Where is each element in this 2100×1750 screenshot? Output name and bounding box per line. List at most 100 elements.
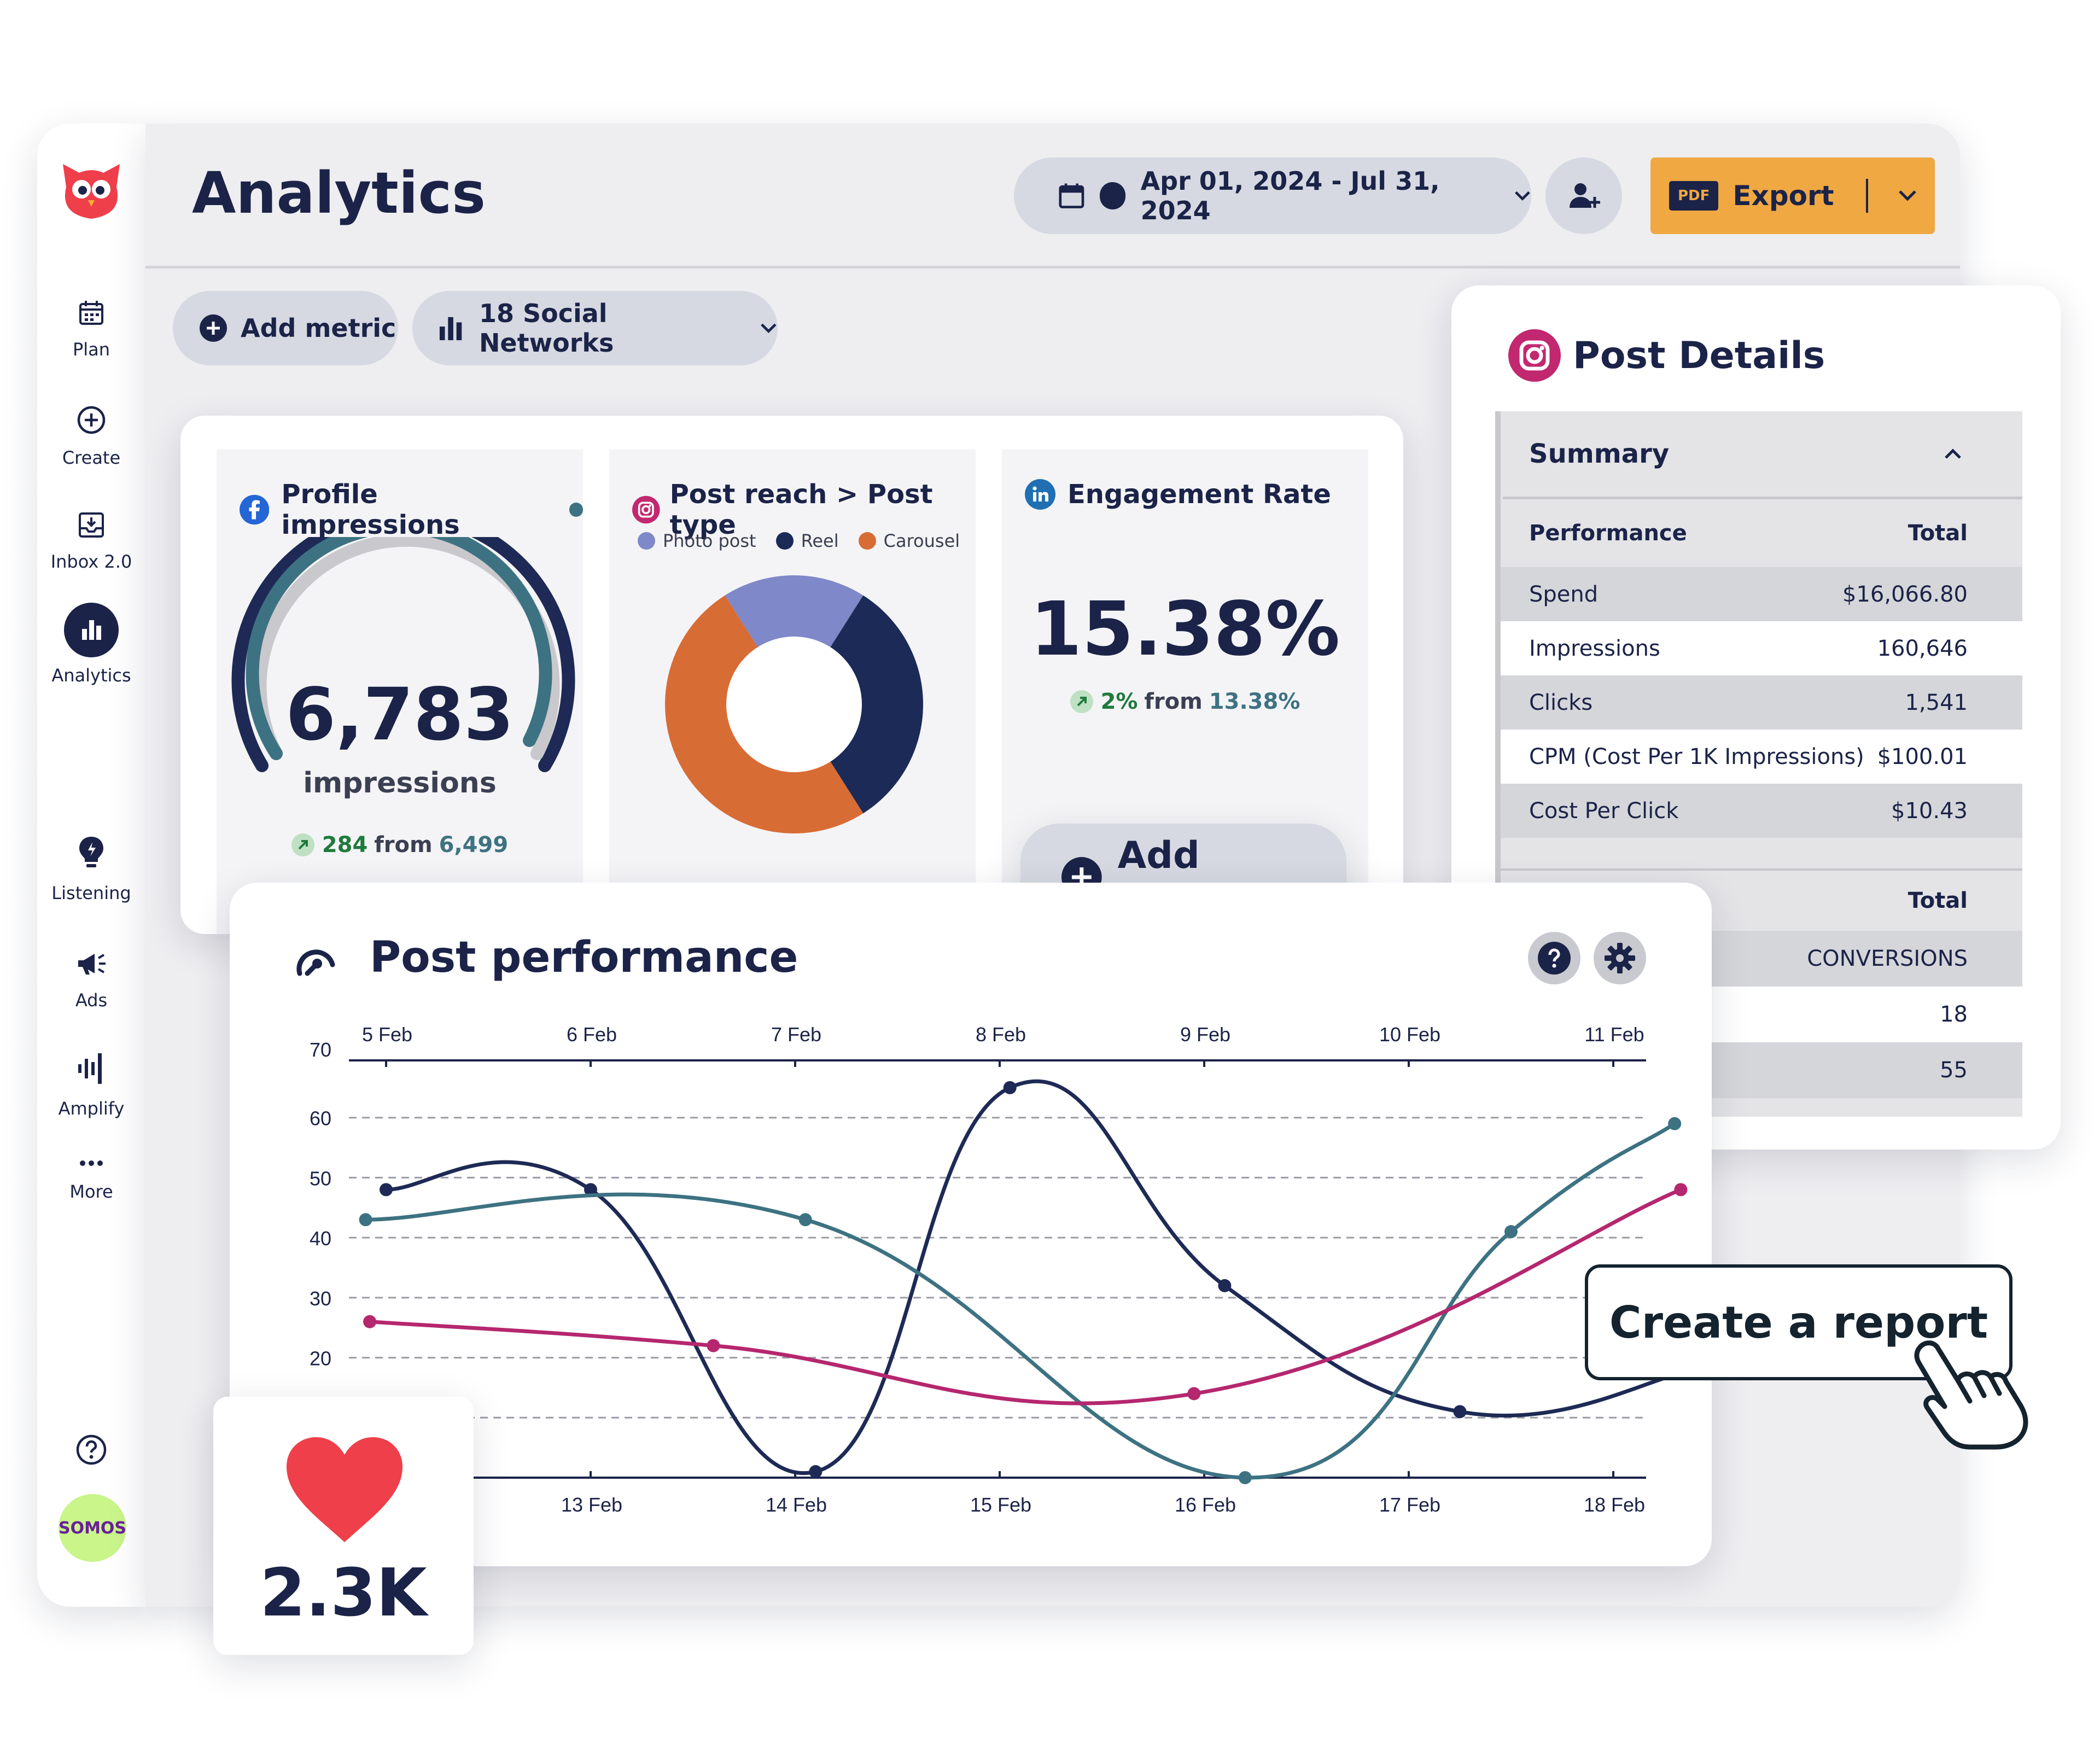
- help-icon: [1538, 942, 1571, 975]
- impressions-unit: impressions: [303, 767, 497, 800]
- x-tick-label: 11 Feb: [1584, 1023, 1644, 1046]
- post-performance-title: Post performance: [370, 933, 798, 982]
- sidebar-item-amplify[interactable]: Amplify: [37, 1051, 145, 1119]
- x-tick-label: 16 Feb: [1175, 1494, 1236, 1516]
- y-tick-label: 70: [310, 1039, 331, 1061]
- sidebar-item-listening[interactable]: Listening: [37, 835, 145, 903]
- hootsuite-owl-logo[interactable]: [57, 154, 125, 222]
- sidebar-item-label: Listening: [51, 883, 131, 903]
- data-point: [1003, 1081, 1017, 1094]
- row-value: $100.01: [1877, 744, 1968, 769]
- x-tick-label: 10 Feb: [1379, 1023, 1440, 1046]
- impressions-value: 6,783: [285, 673, 514, 757]
- change-value: 284: [322, 832, 368, 858]
- avatar[interactable]: SOMOS: [59, 1494, 126, 1562]
- data-point: [584, 1183, 597, 1197]
- x-tick-label: 13 Feb: [561, 1494, 622, 1516]
- sidebar-item-label: Inbox 2.0: [50, 551, 132, 572]
- sidebar-item-create[interactable]: Create: [37, 405, 145, 468]
- header-divider: [145, 266, 1960, 269]
- x-tick-label: 9 Feb: [1180, 1023, 1230, 1046]
- lightbulb-icon: [79, 837, 103, 867]
- data-point: [1504, 1225, 1518, 1239]
- impressions-change-row: 284 from 6,499: [217, 832, 583, 858]
- legend-swatch: [775, 532, 794, 550]
- more-dots-icon: [80, 1160, 103, 1166]
- y-tick-label: 50: [310, 1167, 331, 1189]
- y-tick-label: 30: [310, 1287, 331, 1310]
- sidebar-item-label: More: [69, 1181, 113, 1202]
- legend-swatch: [638, 532, 655, 550]
- calendar-icon: [1059, 183, 1084, 208]
- add-metric-button[interactable]: Add metric: [173, 291, 398, 365]
- sidebar-item-more[interactable]: More: [37, 1157, 145, 1202]
- bar-chart-icon: [439, 317, 462, 341]
- row-value: 18: [1940, 1002, 1968, 1027]
- amplify-icon: [78, 1053, 102, 1084]
- impressions-gauge: [231, 537, 575, 772]
- post-details-panel: Post Details Summary Performance Total S…: [1451, 285, 2061, 1150]
- color-dot-icon: [1099, 182, 1125, 209]
- card-title-row: Post reach > Post type: [632, 479, 976, 540]
- row-label: Impressions: [1529, 635, 1660, 661]
- row-label: CPM (Cost Per 1K Impressions): [1529, 744, 1864, 769]
- data-point: [707, 1339, 720, 1352]
- chevron-down-icon: [761, 323, 777, 334]
- x-tick-label: 7 Feb: [771, 1023, 821, 1046]
- table-header: Performance Total: [1501, 499, 2022, 567]
- row-value: 55: [1940, 1058, 1968, 1083]
- sidebar-item-analytics[interactable]: Analytics: [37, 603, 145, 686]
- from-label: from: [374, 832, 433, 858]
- summary-toggle[interactable]: Summary: [1501, 411, 2022, 497]
- card-title: Engagement Rate: [1068, 479, 1331, 510]
- linkedin-icon: [1025, 479, 1055, 510]
- sidebar-item-plan[interactable]: Plan: [37, 299, 145, 360]
- post-reach-card[interactable]: Post reach > Post type Photo post Reel C…: [609, 450, 976, 934]
- social-networks-dropdown[interactable]: 18 Social Networks: [412, 291, 778, 365]
- inbox-icon: [79, 512, 104, 538]
- add-user-button[interactable]: [1545, 158, 1622, 234]
- profile-impressions-card[interactable]: Profile impressions 6,783 impressions 28…: [217, 450, 584, 934]
- performance-gauge-icon: [296, 949, 335, 976]
- series-line: [369, 1188, 1682, 1405]
- create-report-label: Create a report: [1609, 1297, 1988, 1348]
- likes-card: 2.3K: [213, 1397, 474, 1655]
- x-tick-label: 5 Feb: [362, 1023, 412, 1046]
- export-label: Export: [1732, 180, 1834, 212]
- help-button[interactable]: [1528, 932, 1580, 984]
- instagram-icon: [1508, 329, 1561, 382]
- settings-button[interactable]: [1594, 932, 1646, 984]
- instagram-icon: [632, 495, 660, 524]
- trend-up-icon: [1070, 690, 1093, 713]
- chevron-down-icon[interactable]: [1898, 189, 1917, 202]
- table-header: Total: [1501, 871, 2022, 931]
- data-point: [380, 1183, 393, 1197]
- calendar-icon: [79, 301, 103, 325]
- heart-icon: [287, 1437, 402, 1542]
- data-point: [1674, 1183, 1688, 1197]
- plus-circle-icon: [77, 406, 106, 434]
- row-label: Spend: [1529, 581, 1599, 607]
- date-range-picker[interactable]: Apr 01, 2024 - Jul 31, 2024: [1014, 158, 1531, 234]
- add-user-icon: [1570, 183, 1600, 208]
- card-title-row: Profile impressions: [240, 479, 584, 540]
- y-tick-label: 40: [310, 1227, 331, 1250]
- likes-count: 2.3K: [260, 1555, 427, 1631]
- export-button[interactable]: PDF Export: [1650, 158, 1935, 234]
- post-type-donut: [665, 575, 923, 833]
- legend-label: Reel: [801, 530, 839, 551]
- table-row: Cost Per Click $10.43: [1501, 784, 2022, 838]
- sidebar-item-ads[interactable]: Ads: [37, 949, 145, 1011]
- y-tick-label: 20: [310, 1348, 331, 1370]
- from-label: from: [1144, 689, 1203, 714]
- pdf-badge: PDF: [1669, 181, 1719, 211]
- table-row: Clicks 1,541: [1501, 675, 2022, 730]
- help-icon[interactable]: [75, 1434, 107, 1466]
- summary-label: Summary: [1529, 439, 1670, 469]
- row-label: Cost Per Click: [1529, 798, 1679, 824]
- x-tick-label: 8 Feb: [976, 1023, 1026, 1046]
- x-tick-label: 18 Feb: [1584, 1494, 1645, 1516]
- sidebar-item-inbox[interactable]: Inbox 2.0: [37, 511, 145, 572]
- date-range-label: Apr 01, 2024 - Jul 31, 2024: [1140, 166, 1440, 225]
- data-point: [1187, 1387, 1201, 1401]
